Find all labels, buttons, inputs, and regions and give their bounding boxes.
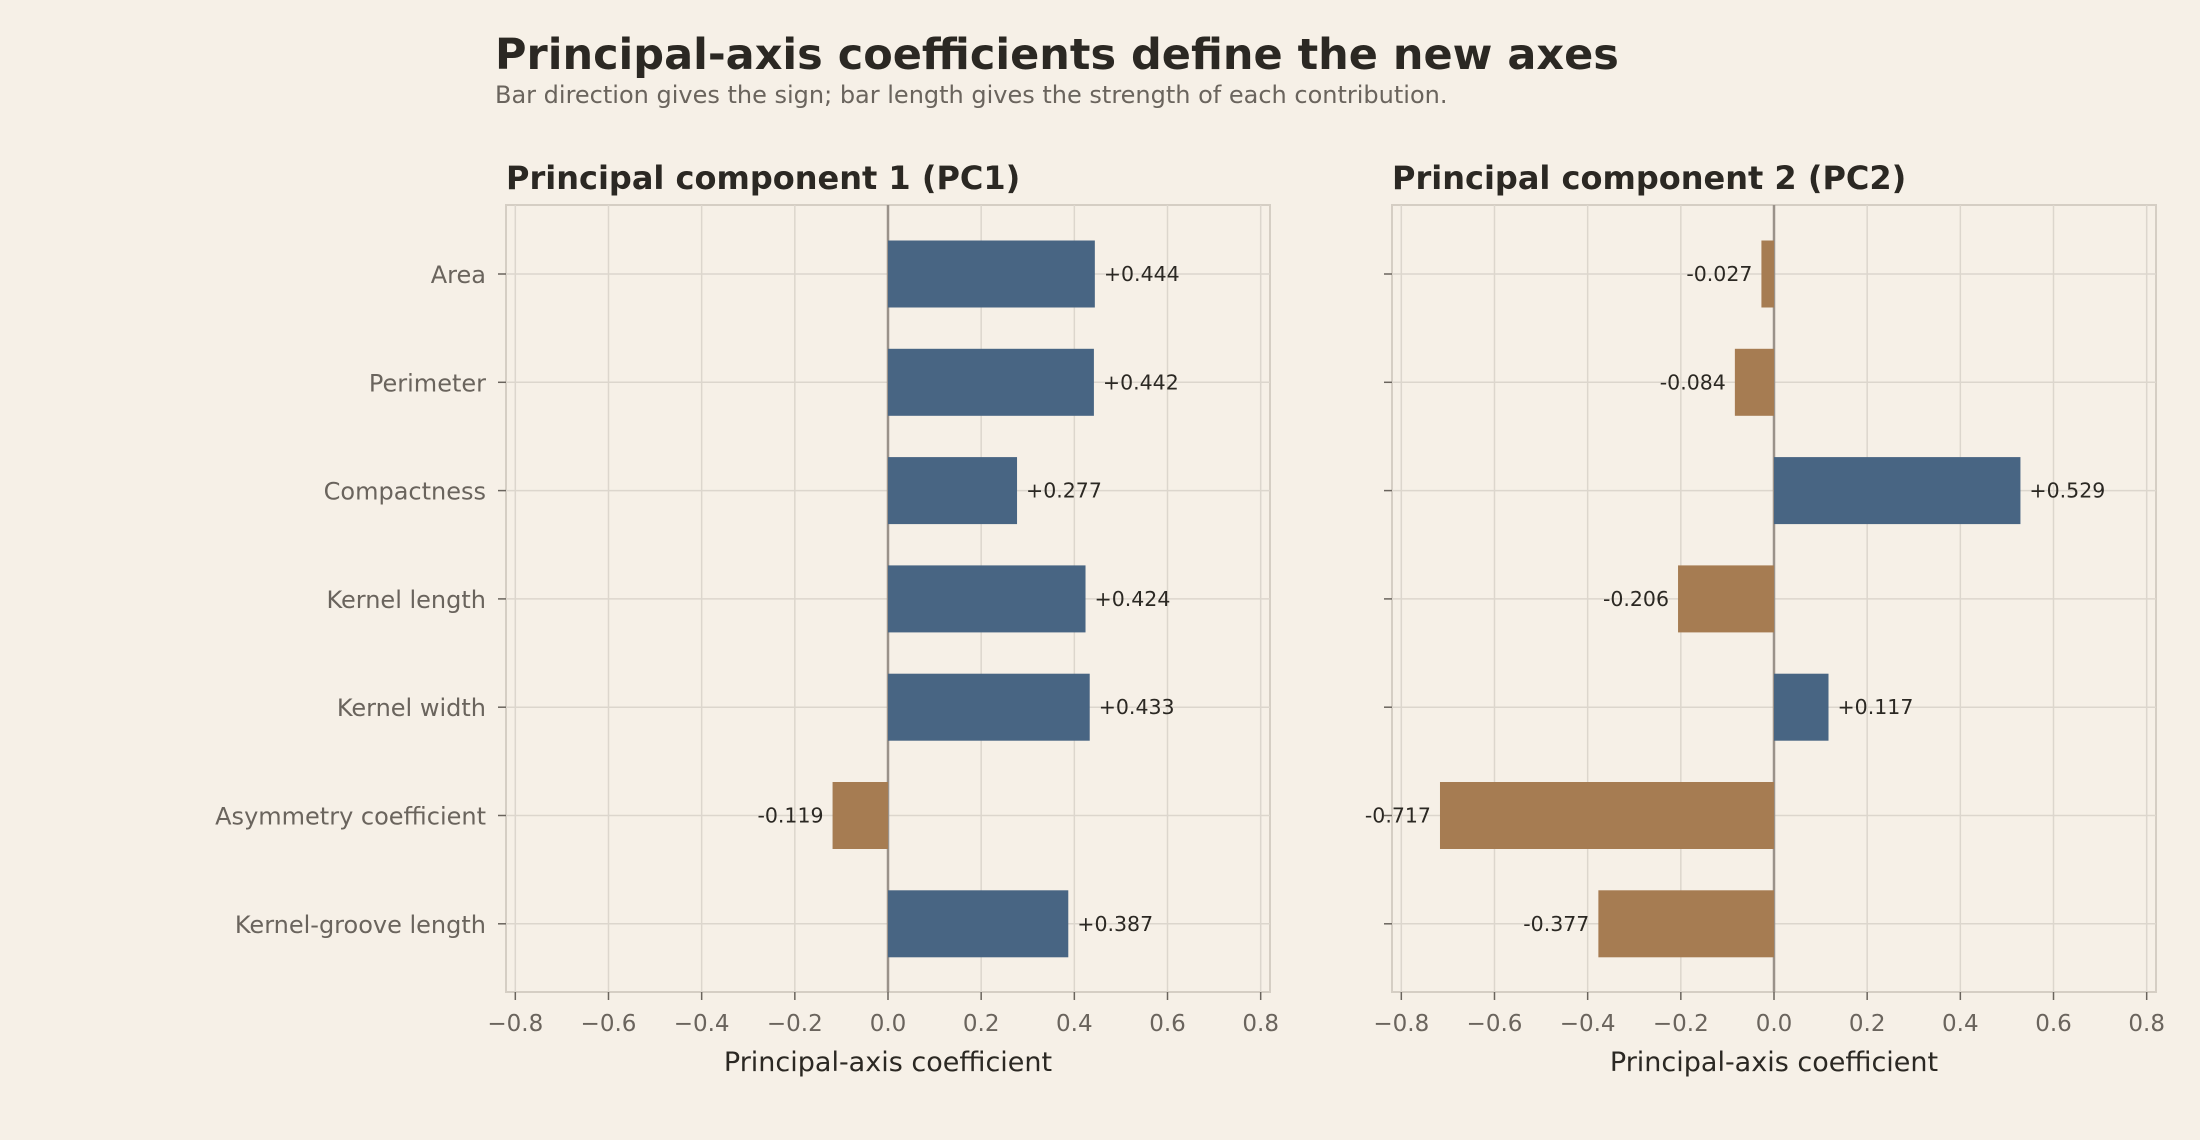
x-tick-label: −0.2 xyxy=(767,1011,823,1037)
x-axis-title: Principal-axis coefficient xyxy=(724,1047,1052,1078)
panel-title: Principal component 2 (PC2) xyxy=(1392,159,1906,197)
bar-value-label: +0.442 xyxy=(1103,370,1179,394)
bar-value-label: -0.377 xyxy=(1523,912,1589,936)
category-label: Kernel length xyxy=(326,586,486,614)
bar-value-label: -0.717 xyxy=(1365,804,1431,828)
x-tick-label: −0.8 xyxy=(487,1011,543,1037)
x-tick-label: −0.2 xyxy=(1653,1011,1709,1037)
x-tick-label: 0.4 xyxy=(1942,1011,1979,1037)
bar xyxy=(832,782,888,849)
bar xyxy=(1761,240,1774,308)
chart-title: Principal-axis coefficients define the n… xyxy=(495,30,1619,80)
x-tick-label: 0.6 xyxy=(1149,1011,1186,1037)
bar xyxy=(888,457,1018,525)
panel-title: Principal component 1 (PC1) xyxy=(506,159,1020,197)
x-tick-label: 0.2 xyxy=(1849,1011,1886,1037)
bar xyxy=(1774,457,2021,525)
x-tick-label: 0.2 xyxy=(963,1011,1000,1037)
bar xyxy=(1774,673,1829,741)
x-tick-label: −0.4 xyxy=(674,1011,730,1037)
bar-value-label: +0.433 xyxy=(1099,695,1175,719)
bar-value-label: +0.277 xyxy=(1026,479,1102,503)
x-tick-label: −0.6 xyxy=(581,1011,637,1037)
bar-value-label: +0.424 xyxy=(1095,587,1171,611)
bar xyxy=(888,348,1094,416)
bar-value-label: -0.027 xyxy=(1686,262,1752,286)
x-tick-label: 0.8 xyxy=(2128,1011,2165,1037)
x-tick-label: 0.0 xyxy=(1756,1011,1793,1037)
category-label: Asymmetry coefficient xyxy=(215,803,486,831)
bar xyxy=(888,673,1090,741)
x-tick-label: 0.6 xyxy=(2035,1011,2072,1037)
panel-1: −0.8 −0.6 −0.4 −0.2 0.0 0.2 0.4 0.6 0.8 Area Perim… xyxy=(215,159,1279,1078)
panel-2: −0.8 −0.6 −0.4 −0.2 0.0 0.2 0.4 0.6 0.8 -0.027 -0.… xyxy=(1365,159,2165,1078)
x-tick-label: 0.4 xyxy=(1056,1011,1093,1037)
bar-value-label: -0.206 xyxy=(1603,587,1669,611)
bar-value-label: +0.444 xyxy=(1104,262,1180,286)
bar-value-label: +0.117 xyxy=(1838,695,1914,719)
x-tick-label: −0.6 xyxy=(1467,1011,1523,1037)
bar xyxy=(888,565,1086,633)
bar xyxy=(1598,890,1774,958)
chart-subtitle: Bar direction gives the sign; bar length… xyxy=(495,81,1448,109)
bar-value-label: -0.119 xyxy=(757,804,823,828)
bar xyxy=(888,240,1095,308)
bar-value-label: +0.529 xyxy=(2029,479,2105,503)
x-tick-label: −0.4 xyxy=(1560,1011,1616,1037)
x-axis-title: Principal-axis coefficient xyxy=(1610,1047,1938,1078)
x-tick-label: −0.8 xyxy=(1373,1011,1429,1037)
category-label: Perimeter xyxy=(369,369,486,397)
bar xyxy=(1678,565,1774,633)
category-label: Kernel-groove length xyxy=(235,911,486,939)
x-tick-label: 0.8 xyxy=(1242,1011,1279,1037)
category-label: Area xyxy=(431,261,486,289)
bar xyxy=(1439,782,1774,849)
category-label: Kernel width xyxy=(337,694,486,722)
bar xyxy=(888,890,1069,958)
bar xyxy=(1734,348,1774,416)
bar-value-label: -0.084 xyxy=(1660,370,1726,394)
bar-value-label: +0.387 xyxy=(1077,912,1153,936)
category-label: Compactness xyxy=(324,478,486,506)
x-tick-label: 0.0 xyxy=(870,1011,907,1037)
